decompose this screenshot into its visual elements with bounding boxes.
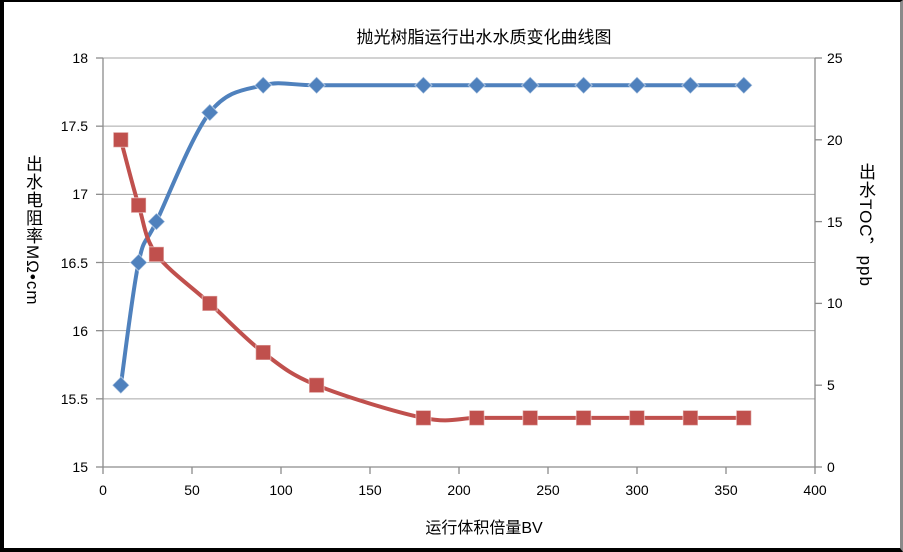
出水电阻率-marker: [200, 103, 220, 122]
x-axis-tick-label: 50: [184, 482, 200, 498]
right-axis-tick-label: 10: [827, 295, 843, 312]
出水电阻率-marker: [467, 75, 487, 95]
left-axis-tick-label: 15: [72, 459, 88, 475]
right-axis-tick-label: 5: [827, 377, 835, 394]
出水电阻率-marker: [520, 75, 540, 95]
出水TOC-marker: [415, 409, 432, 427]
right-axis-title: 出水TOC，ppb: [856, 163, 875, 287]
x-axis-tick-label: 0: [99, 482, 107, 498]
x-axis-tick-label: 250: [536, 482, 560, 498]
出水电阻率-marker: [129, 253, 148, 272]
left-axis-tick-label: 16: [72, 322, 88, 339]
left-axis-tick-label: 17: [72, 186, 88, 203]
出水电阻率-marker: [414, 75, 433, 95]
出水TOC-marker: [682, 409, 699, 427]
出水电阻率-marker: [111, 375, 131, 395]
出水电阻率-marker: [253, 75, 273, 95]
出水TOC-marker: [735, 409, 752, 427]
chart-title: 抛光树脂运行出水水质变化曲线图: [356, 28, 612, 47]
x-axis-tick-label: 100: [269, 482, 293, 498]
left-axis-tick-label: 17.5: [60, 118, 88, 135]
出水电阻率-line: [118, 81, 746, 388]
出水电阻率-marker: [734, 75, 754, 95]
出水TOC-marker: [255, 344, 272, 361]
right-axis-tick-label: 20: [827, 131, 843, 148]
出水TOC-marker: [308, 377, 325, 394]
出水TOC-marker: [575, 409, 592, 427]
left-axis-title: 出水电阻率MΩ•cm: [23, 155, 42, 306]
left-axis-tick-label: 16.5: [60, 254, 88, 271]
x-axis-tick-label: 400: [803, 482, 827, 498]
出水电阻率-marker: [574, 75, 593, 95]
出水TOC-marker: [130, 197, 147, 214]
出水TOC-marker: [468, 409, 485, 427]
right-axis-tick-label: 15: [827, 213, 843, 230]
出水TOC-marker: [628, 409, 646, 427]
left-axis-tick-label: 18: [72, 50, 88, 66]
出水TOC-line: [118, 137, 746, 423]
出水电阻率-marker: [147, 212, 166, 231]
x-axis-tick-label: 150: [358, 482, 382, 498]
出水TOC-marker: [201, 295, 218, 312]
right-axis-tick-label: 0: [827, 459, 835, 475]
right-axis-tick-label: 25: [827, 50, 843, 66]
出水TOC-marker: [522, 409, 539, 427]
出水电阻率-marker: [307, 75, 326, 95]
出水电阻率-marker: [627, 75, 647, 95]
x-axis-tick-label: 300: [625, 482, 649, 498]
x-axis-tick-label: 200: [447, 482, 471, 498]
left-axis-tick-label: 15.5: [60, 390, 88, 407]
x-axis-tick-label: 350: [714, 482, 738, 498]
出水TOC-marker: [148, 246, 165, 263]
出水TOC-marker: [112, 131, 129, 148]
出水电阻率-marker: [681, 75, 700, 95]
x-axis-title: 运行体积倍量BV: [425, 520, 543, 537]
